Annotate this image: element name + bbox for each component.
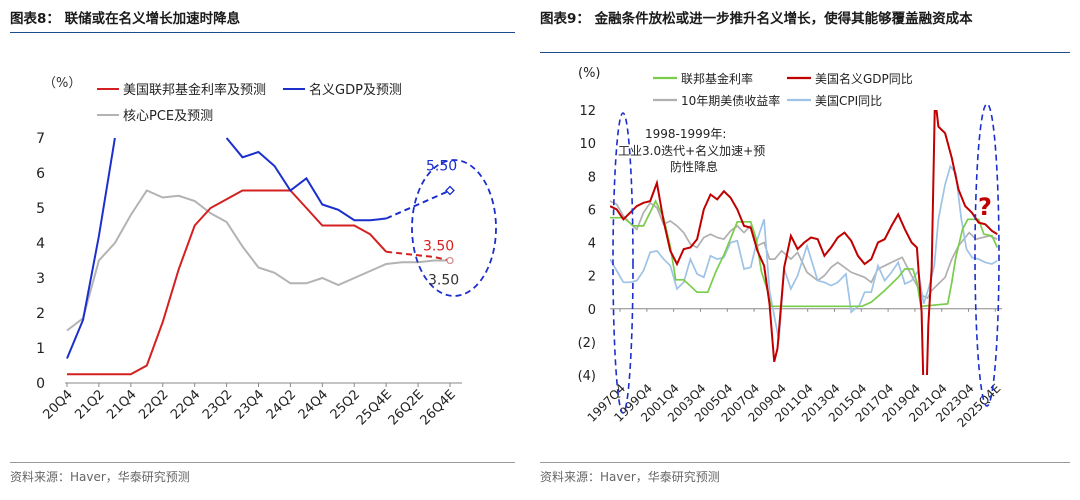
x-tick-label: 26Q4E bbox=[418, 387, 459, 428]
forecast-line-2 bbox=[385, 189, 451, 220]
left-source-rule bbox=[10, 462, 515, 463]
x-tick-label: 21Q4 bbox=[104, 387, 139, 422]
y-tick-label: 6 bbox=[588, 203, 596, 218]
x-tick-label: 22Q4 bbox=[168, 387, 203, 422]
y-tick-label: 4 bbox=[588, 237, 596, 252]
forecast-line-1 bbox=[386, 250, 451, 262]
right-source-note: 资料来源：Haver，华泰研究预测 bbox=[540, 470, 720, 484]
legend-label: 美国CPI同比 bbox=[815, 94, 882, 108]
x-tick-label: 22Q2 bbox=[136, 387, 171, 422]
y-tick-label: (4) bbox=[578, 369, 596, 384]
annotation-line-1: 1998-1999年: bbox=[645, 127, 726, 141]
legend-label: 美国联邦基金利率及预测 bbox=[123, 82, 266, 98]
gdp-end-marker bbox=[445, 185, 455, 196]
legend-label: 美国名义GDP同比 bbox=[815, 71, 913, 86]
series-line-1 bbox=[67, 189, 387, 376]
y-tick-label: 8 bbox=[588, 170, 596, 185]
legend-label: 名义GDP及预测 bbox=[309, 82, 402, 98]
y-tick-label: 1 bbox=[36, 341, 45, 357]
x-tick-label: 23Q2 bbox=[200, 387, 235, 422]
annotation-line-2: 工业3.0迭代+名义加速+预 bbox=[618, 143, 765, 158]
question-mark: ? bbox=[978, 193, 992, 221]
y-tick-label: (2) bbox=[578, 336, 596, 351]
x-tick-label: 23Q4 bbox=[232, 387, 267, 422]
x-tick-label: 24Q2 bbox=[264, 387, 299, 422]
highlight-ellipse-left bbox=[612, 112, 634, 414]
right-chart-title: 图表9： 金融条件放松或进一步推升名义增长，使得其能够覆盖融资成本 bbox=[540, 11, 973, 27]
series-line-2 bbox=[610, 110, 998, 375]
right-chart: (%)(4)(2)0246810121997Q41999Q42001Q42003… bbox=[578, 66, 1004, 430]
series-line-2 bbox=[66, 137, 387, 359]
x-tick-label: 24Q4 bbox=[296, 387, 331, 422]
y-tick-label: 12 bbox=[579, 104, 596, 119]
gdp-value-label: 5.50 bbox=[426, 159, 457, 175]
rate-end-marker bbox=[446, 256, 454, 265]
series-line-3 bbox=[66, 189, 450, 332]
legend-label: 联邦基金利率 bbox=[681, 71, 753, 86]
y-tick-label: 0 bbox=[36, 376, 45, 392]
y-tick-label: 2 bbox=[588, 270, 596, 285]
left-title-rule bbox=[10, 32, 515, 33]
y-tick-label: 5 bbox=[36, 201, 45, 217]
highlight-ellipse bbox=[411, 159, 497, 297]
series-line-4 bbox=[610, 164, 998, 341]
legend-label: 核心PCE及预测 bbox=[123, 109, 213, 124]
annotation-line-3: 防性降息 bbox=[670, 159, 718, 174]
left-chart: （%）0123456720Q421Q221Q422Q222Q423Q223Q42… bbox=[36, 76, 497, 428]
left-chart-title: 图表8： 联储或在名义增长加速时降息 bbox=[10, 11, 241, 27]
series-line-3 bbox=[610, 200, 998, 300]
y-tick-label: 4 bbox=[36, 236, 45, 252]
legend-label: 10年期美债收益率 bbox=[681, 93, 780, 108]
right-title-rule bbox=[540, 52, 1070, 53]
x-tick-label: 21Q2 bbox=[72, 387, 107, 422]
y-tick-label: 10 bbox=[579, 137, 596, 152]
y-tick-label: 3 bbox=[36, 271, 45, 287]
left-source-note: 资料来源：Haver，华泰研究预测 bbox=[10, 470, 190, 484]
rate-value-label: 3.50 bbox=[423, 239, 454, 255]
x-tick-label: 20Q4 bbox=[40, 387, 75, 422]
y-tick-label: 6 bbox=[36, 166, 45, 182]
highlight-ellipse-right bbox=[974, 103, 1000, 407]
y-tick-label: 2 bbox=[36, 306, 45, 322]
left-unit-label: （%） bbox=[43, 76, 81, 91]
pce-value-label: 3.50 bbox=[428, 273, 459, 289]
y-tick-label: 0 bbox=[588, 303, 596, 318]
right-source-rule bbox=[540, 462, 1070, 463]
right-unit-label: (%) bbox=[578, 66, 601, 81]
y-tick-label: 7 bbox=[36, 131, 45, 147]
